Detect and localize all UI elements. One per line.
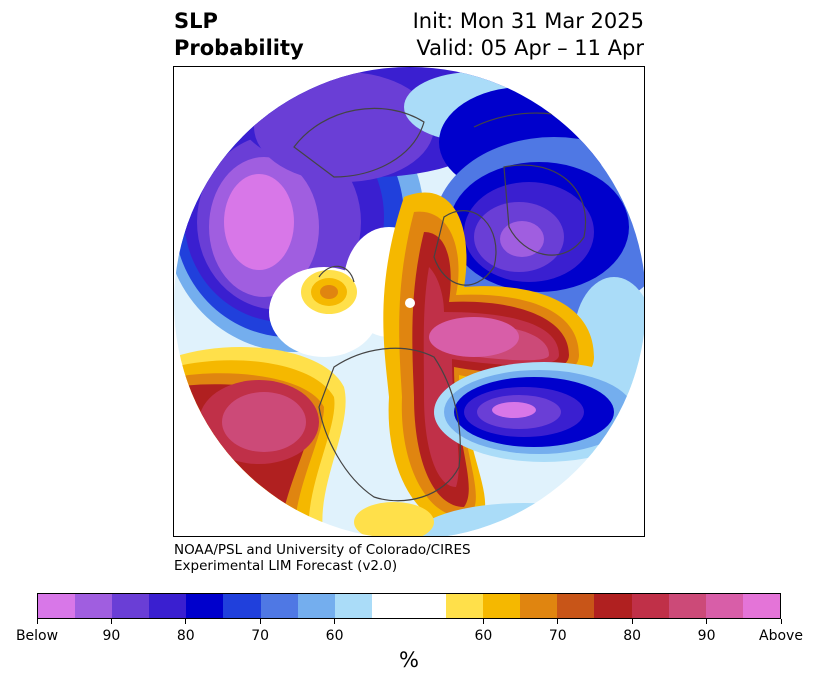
colorbar-tick-mark (259, 619, 261, 624)
colorbar-tick-label: 90 (102, 628, 121, 644)
credit-line-2: Experimental LIM Forecast (v2.0) (174, 558, 398, 574)
colorbar-neutral-swatch (371, 594, 447, 618)
colorbar-tick-label: 60 (474, 628, 493, 644)
colorbar-below-swatch (112, 594, 150, 618)
pacific-high-anomaly (174, 347, 346, 536)
colorbar-above-swatch (668, 594, 706, 618)
colorbar-above-swatch (557, 594, 595, 618)
colorbar-below-swatch (186, 594, 224, 618)
colorbar (37, 593, 781, 619)
colorbar-tick-mark (110, 619, 112, 624)
colorbar-below-swatch (75, 594, 113, 618)
colorbar-above-swatch (631, 594, 669, 618)
colorbar-above-swatch (446, 594, 484, 618)
colorbar-below-swatch (297, 594, 335, 618)
colorbar-tick-mark (482, 619, 484, 624)
colorbar-units: % (399, 648, 419, 672)
colorbar-below-swatch (149, 594, 187, 618)
init-date: Init: Mon 31 Mar 2025 (412, 9, 644, 33)
colorbar-tick-label: 70 (548, 628, 567, 644)
colorbar-tick-label: 70 (251, 628, 270, 644)
colorbar-below-swatch (334, 594, 372, 618)
colorbar-tick-mark (557, 619, 559, 624)
colorbar-tick-label: 90 (697, 628, 716, 644)
colorbar-below-swatch (38, 594, 76, 618)
colorbar-tick-mark (631, 619, 633, 624)
colorbar-tick-mark (36, 619, 38, 624)
credit-line-1: NOAA/PSL and University of Colorado/CIRE… (174, 542, 471, 558)
map-title: SLP Probability (174, 8, 304, 62)
valid-dates: Valid: 05 Apr – 11 Apr (416, 36, 644, 60)
colorbar-above-swatch (483, 594, 521, 618)
credit-text: NOAA/PSL and University of Colorado/CIRE… (174, 542, 471, 574)
atlantic-low-anomaly (434, 362, 644, 462)
alaska-high-blob (301, 270, 357, 314)
title-variable: SLP (174, 9, 218, 33)
polar-map (174, 67, 644, 536)
map-panel (173, 66, 645, 537)
colorbar-tick-label: Below (15, 628, 59, 644)
forecast-dates: Init: Mon 31 Mar 2025 Valid: 05 Apr – 11… (413, 8, 644, 62)
colorbar-above-swatch (705, 594, 743, 618)
colorbar-below-swatch (260, 594, 298, 618)
colorbar-tick-label: 80 (176, 628, 195, 644)
colorbar-below-swatch (223, 594, 261, 618)
colorbar-above-swatch (742, 594, 780, 618)
colorbar-tick-mark (780, 619, 782, 624)
colorbar-tick-mark (185, 619, 187, 624)
colorbar-tick-mark (334, 619, 336, 624)
eurasia-low-anomaly (434, 137, 644, 397)
colorbar-tick-label: 80 (623, 628, 642, 644)
colorbar-above-swatch (594, 594, 632, 618)
colorbar-tick-mark (706, 619, 708, 624)
title-quantity: Probability (174, 36, 304, 60)
colorbar-tick-label: Above (759, 628, 803, 644)
colorbar-tick-label: 60 (325, 628, 344, 644)
north-pole-marker (405, 298, 415, 308)
colorbar-above-swatch (520, 594, 558, 618)
